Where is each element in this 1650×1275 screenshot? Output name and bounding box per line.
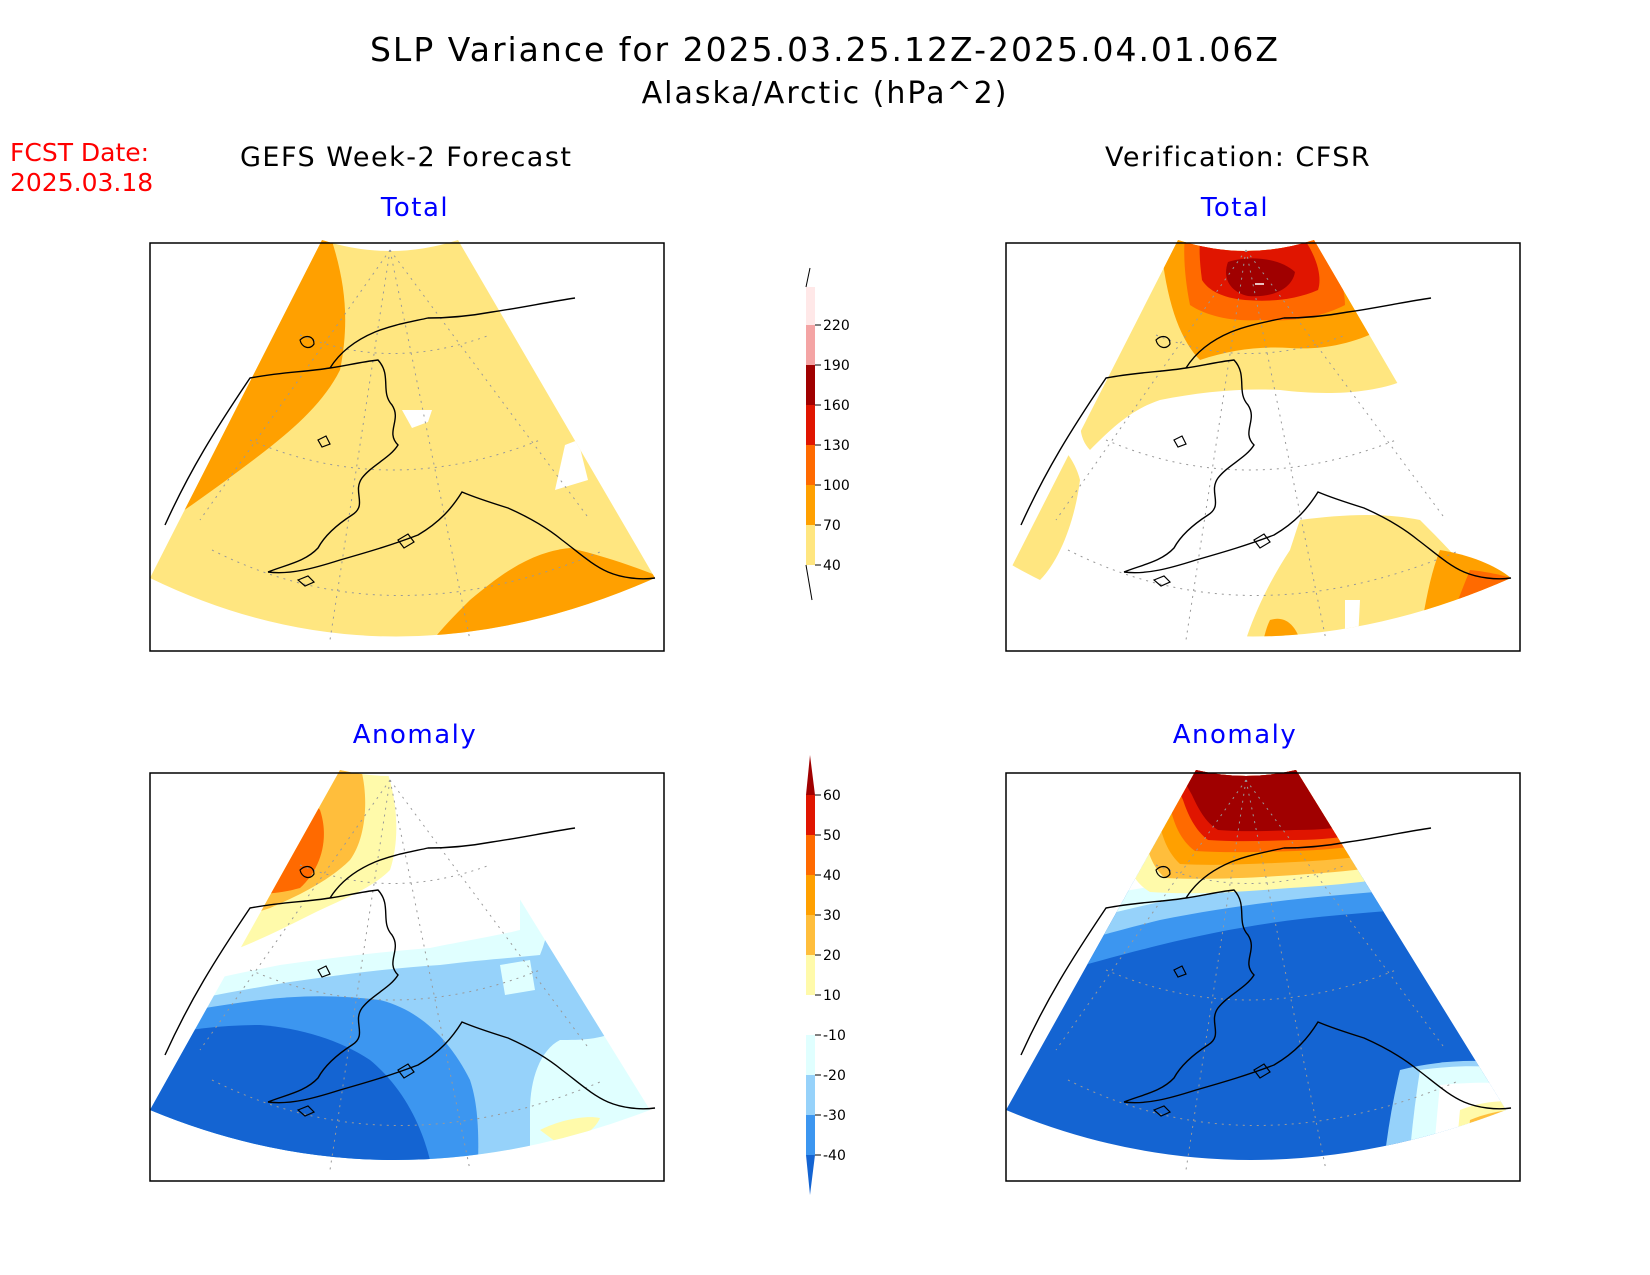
- colorbar-tick-label: -10: [823, 1028, 846, 1044]
- colorbar-segment: [806, 1035, 815, 1075]
- forecast-total-map: [149, 240, 665, 652]
- map-frame: [1005, 772, 1521, 1182]
- colorbar-tick-label: -30: [823, 1108, 846, 1124]
- colorbar-segment: [806, 287, 815, 325]
- forecast-date-label: FCST Date: 2025.03.18: [10, 138, 153, 198]
- colorbar-segment: [806, 325, 815, 365]
- colorbar-segment: [806, 875, 815, 915]
- field-40-50: [1490, 1118, 1506, 1160]
- colorbar-segment: [806, 795, 815, 835]
- colorbar-segment: [806, 405, 815, 445]
- colorbar-tick-label: 60: [823, 788, 841, 804]
- field-30-40: [1478, 1115, 1506, 1160]
- field-70-100-south: [1260, 618, 1300, 637]
- colorbar-segment: [806, 755, 815, 795]
- colorbar-segment: [806, 835, 815, 875]
- colorbar-tick-label: 190: [823, 358, 850, 374]
- colorbar-segment: [806, 525, 815, 565]
- colorbar-segment: [806, 445, 815, 485]
- colorbar-tick-label: 40: [823, 558, 841, 574]
- map-title: SLP Variance for 2025.03.25.12Z-2025.04.…: [369, 30, 1281, 69]
- field-20-30: [1465, 1110, 1506, 1160]
- colorbar-segment: [806, 1075, 815, 1115]
- colorbar-tick-label: 30: [823, 908, 841, 924]
- colorbar-segment: [806, 485, 815, 525]
- field-below-40: [1345, 600, 1360, 637]
- colorbar-segment: [806, 1155, 815, 1195]
- colorbar-tick-label: 130: [823, 438, 850, 454]
- forecast-date-value: 2025.03.18: [10, 168, 154, 197]
- verification-total-label: Total: [1200, 193, 1270, 223]
- forecast-column-heading: GEFS Week-2 Forecast: [240, 142, 573, 173]
- map-frame: [1005, 242, 1521, 652]
- field-minus10-minus20: [500, 960, 535, 995]
- field-10-20: [540, 1117, 600, 1145]
- colorbar-tick-label: 160: [823, 398, 850, 414]
- forecast-date-caption: FCST Date:: [10, 138, 150, 167]
- colorbar-tick-label: 50: [823, 828, 841, 844]
- colorbar-segment: [806, 995, 815, 1035]
- colorbar-segment: [806, 915, 815, 955]
- colorbar-segment: [806, 1115, 815, 1155]
- map-frame: [149, 242, 665, 652]
- colorbar-segment: [806, 365, 815, 405]
- colorbar-tick-label: 220: [823, 318, 850, 334]
- verification-total-map: [1005, 240, 1521, 652]
- map-subtitle: Alaska/Arctic (hPa^2): [641, 76, 1009, 111]
- field-50-60: [1498, 1122, 1506, 1160]
- forecast-anomaly-map: [149, 770, 665, 1182]
- verification-column-heading: Verification: CFSR: [1105, 142, 1372, 173]
- total-colorbar: 220 190 160 130 100 70 40: [805, 267, 850, 601]
- field-below-40: [402, 410, 432, 428]
- field-160-190: [1226, 258, 1295, 297]
- colorbar-tick-label: 20: [823, 948, 841, 964]
- field-below-40: [555, 440, 588, 490]
- anomaly-colorbar: 60 50 40 30 20 10 -10 -20 -30 -40: [806, 755, 846, 1195]
- colorbar-tick-label: 70: [823, 518, 841, 534]
- forecast-total-label: Total: [380, 193, 450, 223]
- map-frame: [149, 772, 665, 1182]
- colorbar-segment: [806, 955, 815, 995]
- colorbar-tick-label: 40: [823, 868, 841, 884]
- colorbar-tick-label: -40: [823, 1148, 846, 1164]
- colorbar-tick-label: -20: [823, 1068, 846, 1084]
- field-neutral: [1430, 1082, 1506, 1160]
- forecast-anomaly-label: Anomaly: [352, 720, 478, 750]
- field-below-minus40: [150, 1025, 435, 1160]
- verification-anomaly-label: Anomaly: [1172, 720, 1298, 750]
- colorbar-tick-label: 10: [823, 988, 841, 1004]
- colorbar-tick-label: 100: [823, 478, 850, 494]
- field-10-20: [1455, 1101, 1506, 1160]
- verification-anomaly-map: [1005, 770, 1521, 1182]
